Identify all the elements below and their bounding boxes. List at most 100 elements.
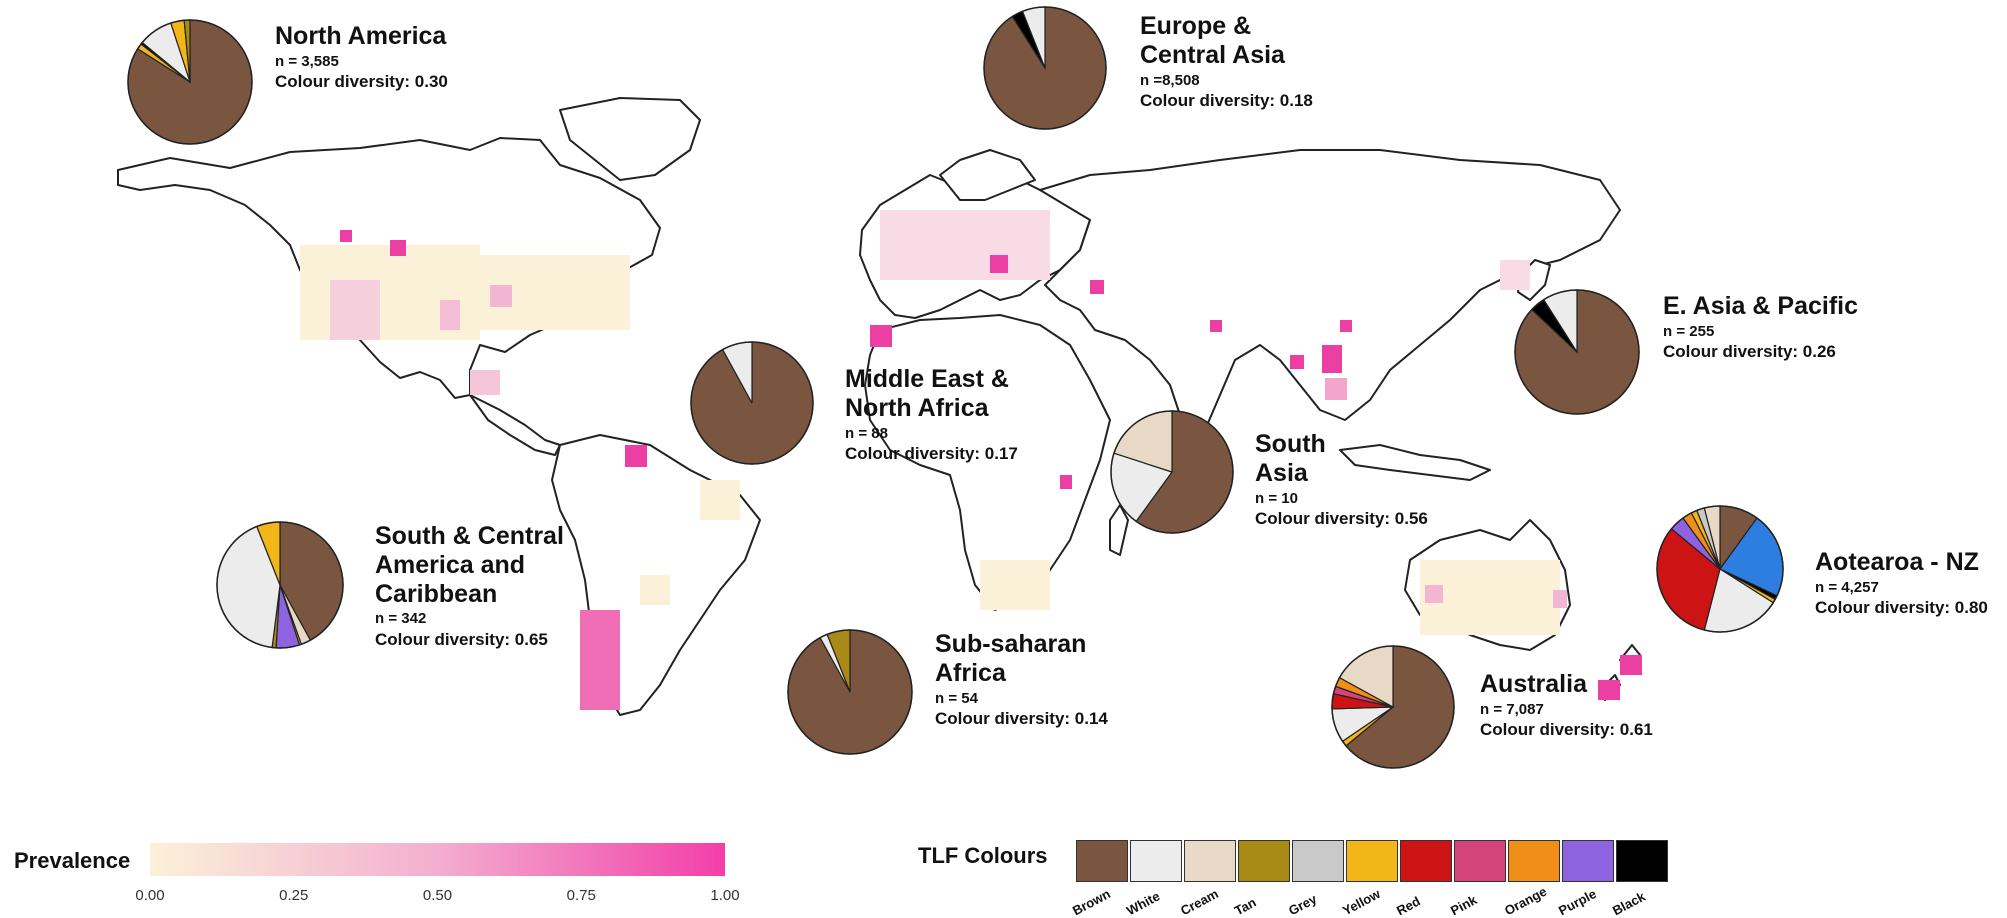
swatch-orange (1508, 840, 1560, 882)
heat-cell (470, 370, 500, 395)
swatch-yellow (1346, 840, 1398, 882)
label-south-asia: South Asia n = 10 Colour diversity: 0.56 (1255, 430, 1428, 528)
heat-cell (1420, 560, 1560, 635)
pie-europe (983, 6, 1107, 130)
heat-cell (990, 255, 1008, 273)
region-diversity: Colour diversity: 0.61 (1480, 720, 1653, 739)
region-name: Aotearoa - NZ (1815, 548, 1979, 576)
pie-east-asia (1514, 289, 1640, 415)
asia-land (1039, 149, 1621, 441)
heat-cell (1290, 355, 1304, 369)
heat-cell (330, 280, 380, 340)
region-n: n = 342 (375, 610, 427, 628)
label-mena: Middle East & North Africa n = 88 Colour… (845, 365, 1018, 463)
region-diversity: Colour diversity: 0.80 (1815, 598, 1988, 617)
label-australia: Australia n = 7,087 Colour diversity: 0.… (1480, 670, 1653, 740)
prevalence-legend-title: Prevalence (14, 848, 131, 873)
swatch-tan (1238, 840, 1290, 882)
pie-nz (1656, 505, 1784, 633)
region-diversity: Colour diversity: 0.18 (1140, 90, 1313, 110)
heat-cell (1210, 320, 1222, 332)
swatch-white (1130, 840, 1182, 882)
heat-cell (490, 285, 512, 307)
pie-outline (1110, 410, 1234, 534)
label-sub-saharan: Sub-saharan Africa n = 54 Colour diversi… (935, 630, 1108, 728)
tlf-legend-title: TLF Colours (918, 843, 1048, 868)
pie-australia (1331, 645, 1455, 769)
pie-south-asia (1110, 410, 1234, 534)
prevalence-heatmap (300, 210, 1642, 710)
region-diversity: Colour diversity: 0.65 (375, 629, 548, 649)
scandinavia (939, 149, 1036, 201)
heat-cell (980, 560, 1050, 610)
pie-outline (1656, 505, 1784, 633)
pie-outline (216, 521, 344, 649)
pie-outline (1331, 645, 1455, 769)
swatch-pink (1454, 840, 1506, 882)
swatch-red (1400, 840, 1452, 882)
label-nz: Aotearoa - NZ n = 4,257 Colour diversity… (1815, 548, 1988, 618)
label-north-america: North America n = 3,585 Colour diversity… (275, 22, 448, 92)
prevalence-tick-label: 0.25 (279, 887, 309, 904)
label-europe: Europe & Central Asia n =8,508 Colour di… (1140, 12, 1313, 110)
madagascar (1109, 504, 1129, 556)
pie-outline (690, 341, 814, 465)
pie-outline (787, 629, 913, 755)
heat-cell (440, 300, 460, 330)
heat-cell (1620, 655, 1642, 675)
region-n: n = 3,585 (275, 52, 339, 70)
prevalence-gradient-bar (150, 843, 725, 876)
heat-cell (1060, 475, 1072, 489)
heat-cell (1340, 320, 1352, 332)
label-south-america: South & Central America and Caribbean n … (375, 522, 564, 649)
heat-cell (640, 575, 670, 605)
label-east-asia: E. Asia & Pacific n = 255 Colour diversi… (1663, 292, 1858, 362)
region-name: Sub-saharan Africa (935, 630, 1087, 687)
greenland (559, 97, 701, 181)
heat-cell (340, 230, 352, 242)
heat-cell (870, 325, 892, 347)
pie-charts (127, 6, 1784, 769)
prevalence-tick-label: 1.00 (710, 887, 740, 904)
region-n: n = 10 (1255, 489, 1298, 507)
heat-cell (1322, 345, 1342, 373)
region-name: North America (275, 22, 447, 50)
heat-cell (625, 445, 647, 467)
heat-cell (1425, 585, 1443, 603)
region-n: n = 88 (845, 424, 888, 442)
heat-cell (1553, 590, 1567, 608)
pie-outline (1514, 289, 1640, 415)
region-name: Australia (1480, 670, 1587, 698)
pie-sub-saharan (787, 629, 913, 755)
prevalence-tick-label: 0.50 (422, 887, 453, 904)
swatch-black (1616, 840, 1668, 882)
region-diversity: Colour diversity: 0.26 (1663, 342, 1836, 361)
pie-outline (983, 6, 1107, 130)
region-name: Europe & Central Asia (1140, 12, 1285, 69)
region-n: n =8,508 (1140, 71, 1200, 89)
central-america-land (469, 394, 561, 456)
heat-cell (1090, 280, 1104, 294)
region-name: E. Asia & Pacific (1663, 292, 1858, 320)
prevalence-tick-label: 0.75 (566, 887, 596, 904)
heat-cell (880, 210, 1050, 280)
region-n: n = 255 (1663, 322, 1715, 340)
swatch-purple (1562, 840, 1614, 882)
swatch-cream (1184, 840, 1236, 882)
region-name: South Asia (1255, 430, 1326, 487)
region-name: Middle East & North Africa (845, 365, 1009, 422)
pie-south-america (216, 521, 344, 649)
pie-outline (127, 19, 253, 145)
prevalence-tick-label: 0.00 (135, 887, 165, 904)
pie-mena (690, 341, 814, 465)
region-diversity: Colour diversity: 0.14 (935, 708, 1108, 728)
heat-cell (1598, 680, 1620, 700)
region-diversity: Colour diversity: 0.56 (1255, 508, 1428, 528)
swatch-grey (1292, 840, 1344, 882)
region-n: n = 4,257 (1815, 578, 1879, 596)
region-n: n = 7,087 (1480, 700, 1544, 718)
pie-north-america (127, 19, 253, 145)
heat-cell (580, 610, 620, 710)
region-diversity: Colour diversity: 0.30 (275, 72, 448, 91)
